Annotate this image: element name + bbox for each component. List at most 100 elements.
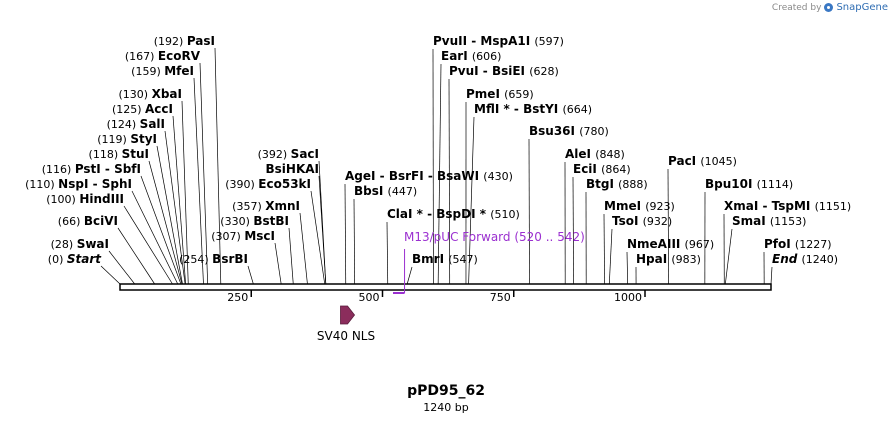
site-position: (447) bbox=[388, 185, 418, 198]
site-line bbox=[108, 250, 135, 285]
site-label[interactable]: PvuI - BsiEI (628) bbox=[449, 64, 559, 78]
primer-annotation[interactable]: M13/pUC Forward (520 .. 542) bbox=[393, 230, 585, 294]
site-label[interactable]: XmaI - TspMI (1151) bbox=[724, 199, 851, 213]
site-label[interactable]: EarI (606) bbox=[441, 49, 501, 63]
site-name: MscI bbox=[244, 229, 275, 243]
site-position: (1114) bbox=[757, 178, 794, 191]
site-line bbox=[148, 160, 183, 285]
plasmid-name: pPD95_62 bbox=[407, 383, 485, 399]
site-label[interactable]: MflI * - BstYI (664) bbox=[474, 102, 592, 116]
site-position: (254) bbox=[179, 253, 212, 266]
site-position: (110) bbox=[25, 178, 58, 191]
site-label[interactable]: MmeI (923) bbox=[604, 199, 675, 213]
site-label[interactable]: (307) MscI bbox=[211, 229, 275, 243]
site-name: MmeI bbox=[604, 199, 645, 213]
site-label[interactable]: BsiHKAI bbox=[266, 162, 320, 176]
site-line bbox=[572, 176, 574, 285]
site-position: (597) bbox=[534, 35, 564, 48]
site-name: StyI bbox=[130, 132, 157, 146]
site-label[interactable]: AleI (848) bbox=[565, 147, 625, 161]
site-label[interactable]: (130) XbaI bbox=[119, 87, 182, 101]
site-label[interactable]: (167) EcoRV bbox=[125, 49, 201, 63]
site-label[interactable]: HpaI (983) bbox=[636, 252, 701, 266]
site-position: (659) bbox=[504, 88, 534, 101]
site-label[interactable]: (28) SwaI bbox=[51, 237, 109, 251]
site-label[interactable]: BmrI (547) bbox=[412, 252, 478, 266]
site-label[interactable]: (357) XmnI bbox=[232, 199, 300, 213]
site-line bbox=[131, 190, 179, 285]
site-position: (392) bbox=[258, 148, 291, 161]
site-label[interactable]: PacI (1045) bbox=[668, 154, 737, 168]
site-position: (119) bbox=[97, 133, 130, 146]
site-label[interactable]: Bpu10I (1114) bbox=[705, 177, 793, 191]
site-label[interactable]: PmeI (659) bbox=[466, 87, 534, 101]
site-label[interactable]: (118) StuI bbox=[89, 147, 149, 161]
site-name: XmaI - TspMI bbox=[724, 199, 815, 213]
site-label[interactable]: NmeAIII (967) bbox=[627, 237, 714, 251]
site-line bbox=[140, 175, 182, 285]
site-label[interactable]: Bsu36I (780) bbox=[529, 124, 609, 138]
site-position: (167) bbox=[125, 50, 158, 63]
site-label[interactable]: (254) BsrBI bbox=[179, 252, 248, 266]
site-name: PvuI - BsiEI bbox=[449, 64, 529, 78]
site-position: (1151) bbox=[815, 200, 852, 213]
plasmid-size: 1240 bp bbox=[423, 401, 469, 414]
site-position: (932) bbox=[643, 215, 673, 228]
site-name: AgeI - BsrFI - BsaWI bbox=[345, 169, 483, 183]
site-position: (159) bbox=[131, 65, 164, 78]
site-label[interactable]: (392) SacI bbox=[258, 147, 319, 161]
site-line bbox=[181, 100, 189, 285]
site-label[interactable]: BtgI (888) bbox=[586, 177, 648, 191]
feature-annotation[interactable]: SV40 NLS bbox=[317, 305, 375, 343]
site-line bbox=[274, 242, 282, 285]
site-label[interactable]: (0) Start bbox=[48, 252, 102, 266]
feature-arrow[interactable] bbox=[340, 305, 356, 325]
site-line bbox=[528, 138, 530, 285]
site-label[interactable]: (110) NspI - SphI bbox=[25, 177, 132, 191]
site-label[interactable]: (116) PstI - SbfI bbox=[42, 162, 141, 176]
site-position: (307) bbox=[211, 230, 244, 243]
site-label[interactable]: TsoI (932) bbox=[612, 214, 672, 228]
site-position: (28) bbox=[51, 238, 77, 251]
site-label[interactable]: (390) Eco53kI bbox=[225, 177, 311, 191]
site-label[interactable]: End (1240) bbox=[772, 252, 838, 266]
site-label[interactable]: (125) AccI bbox=[112, 102, 173, 116]
site-label[interactable]: SmaI (1153) bbox=[732, 214, 806, 228]
site-label[interactable]: (124) SalI bbox=[107, 117, 165, 131]
site-position: (510) bbox=[490, 208, 520, 221]
site-label[interactable]: ClaI * - BspDI * (510) bbox=[387, 207, 520, 221]
site-label[interactable]: (100) HindIII bbox=[46, 192, 124, 206]
site-line bbox=[318, 160, 327, 285]
site-line bbox=[156, 145, 183, 285]
site-name: Bpu10I bbox=[705, 177, 757, 191]
site-name: HpaI bbox=[636, 252, 671, 266]
site-name: EcoRV bbox=[158, 49, 201, 63]
site-name: EciI bbox=[573, 162, 601, 176]
site-label[interactable]: PvuII - MspA1I (597) bbox=[433, 34, 564, 48]
site-name: PfoI bbox=[764, 237, 795, 251]
site-line bbox=[448, 78, 451, 285]
site-position: (1240) bbox=[802, 253, 839, 266]
site-position: (1227) bbox=[795, 238, 832, 251]
site-label[interactable]: (192) PasI bbox=[154, 34, 215, 48]
site-label[interactable]: BbsI (447) bbox=[354, 184, 417, 198]
site-label[interactable]: (66) BciVI bbox=[58, 214, 118, 228]
site-label[interactable]: AgeI - BsrFI - BsaWI (430) bbox=[345, 169, 513, 183]
site-label[interactable]: (159) MfeI bbox=[131, 64, 194, 78]
site-position: (848) bbox=[595, 148, 625, 161]
site-name: PvuII - MspA1I bbox=[433, 34, 534, 48]
site-label[interactable]: (330) BstBI bbox=[220, 214, 289, 228]
site-position: (130) bbox=[119, 88, 152, 101]
site-label[interactable]: (119) StyI bbox=[97, 132, 157, 146]
site-position: (888) bbox=[618, 178, 648, 191]
site-name: Bsu36I bbox=[529, 124, 579, 138]
site-line bbox=[214, 47, 222, 285]
site-name: AleI bbox=[565, 147, 595, 161]
primer-label[interactable]: M13/pUC Forward (520 .. 542) bbox=[404, 230, 585, 244]
site-position: (664) bbox=[562, 103, 592, 116]
site-line bbox=[386, 221, 389, 285]
site-label[interactable]: PfoI (1227) bbox=[764, 237, 831, 251]
site-label[interactable]: EciI (864) bbox=[573, 162, 631, 176]
axis-tick-label: 250 bbox=[227, 291, 248, 304]
